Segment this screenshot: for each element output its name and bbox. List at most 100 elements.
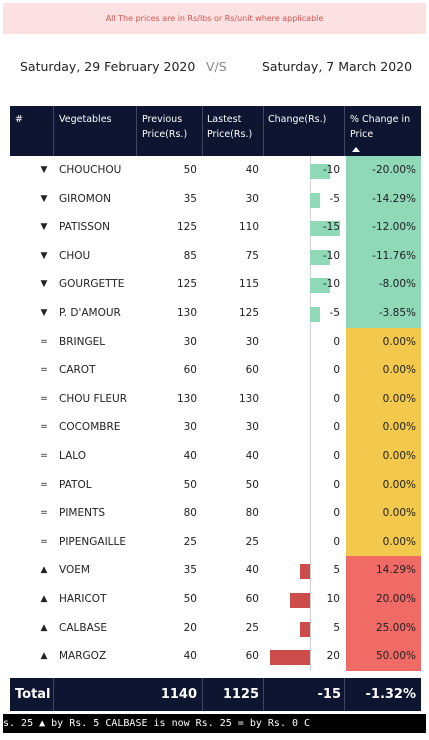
change-value: 10 xyxy=(326,593,340,605)
change-axis xyxy=(310,470,311,500)
change-value: 0 xyxy=(333,364,340,377)
table-row[interactable]: = LALO 40 40 0 0.00% xyxy=(10,442,421,471)
latest-price: 40 xyxy=(245,564,259,577)
table-row[interactable]: = CHOU FLEUR 130 130 0 0.00% xyxy=(10,384,421,414)
latest-price: 60 xyxy=(245,593,259,605)
table-row[interactable]: ▲ VOEM 35 40 5 14.29% xyxy=(10,556,421,585)
header-latest-price[interactable]: Lastest Price(Rs.) xyxy=(207,114,253,140)
change-axis xyxy=(310,556,311,585)
previous-price: 40 xyxy=(183,450,197,462)
change-value: 0 xyxy=(333,478,340,491)
table-row[interactable]: ▲ HARICOT 50 60 10 20.00% xyxy=(10,585,421,614)
previous-price: 125 xyxy=(176,278,197,291)
header-change[interactable]: Change(Rs.) xyxy=(268,114,327,125)
vegetable-name: GIROMON xyxy=(59,192,111,205)
versus-label: V/S xyxy=(206,59,227,74)
change-value: 20 xyxy=(326,650,340,663)
vegetable-name: PATISSON xyxy=(59,221,110,234)
change-bar xyxy=(290,593,310,608)
change-axis xyxy=(310,384,311,414)
equal-icon: = xyxy=(40,393,48,404)
change-axis xyxy=(310,413,311,442)
percent-change: -8.00% xyxy=(346,270,421,299)
change-value: 0 xyxy=(333,335,340,348)
change-value: 0 xyxy=(333,507,340,520)
table-row[interactable]: = CAROT 60 60 0 0.00% xyxy=(10,356,421,385)
change-value: -15 xyxy=(322,221,340,234)
vegetable-name: CHOU FLEUR xyxy=(59,392,128,405)
down-arrow-icon: ▼ xyxy=(40,193,48,204)
table-row[interactable]: ▼ CHOUCHOU 50 40 -10 -20.00% xyxy=(10,156,421,185)
change-value: -5 xyxy=(329,307,340,319)
change-bar xyxy=(270,650,310,666)
change-cell: 0 xyxy=(265,499,341,528)
previous-price: 30 xyxy=(183,421,197,434)
vegetable-name: CHOUCHOU xyxy=(59,164,122,176)
change-cell: 5 xyxy=(265,613,341,643)
vegetable-name: CALBASE xyxy=(59,621,108,634)
percent-change: 0.00% xyxy=(346,470,421,500)
price-unit-notice: All The prices are in Rs/lbs or Rs/unit … xyxy=(3,3,426,34)
previous-price: 80 xyxy=(183,507,197,520)
change-cell: -10 xyxy=(265,270,341,299)
change-axis xyxy=(310,327,311,357)
table-row[interactable]: ▼ GIROMON 35 30 -5 -14.29% xyxy=(10,184,421,214)
latest-price: 40 xyxy=(245,450,259,462)
end-date: Saturday, 7 March 2020 xyxy=(262,59,413,74)
table-row[interactable]: ▲ MARGOZ 40 60 20 50.00% xyxy=(10,642,421,671)
header-previous-price[interactable]: Previous Price(Rs.) xyxy=(142,114,188,140)
change-cell: -15 xyxy=(265,213,341,242)
vegetable-name: COCOMBRE xyxy=(59,421,121,434)
percent-change: -20.00% xyxy=(346,156,421,185)
table-row[interactable]: ▲ CALBASE 20 25 5 25.00% xyxy=(10,613,421,643)
change-value: 5 xyxy=(333,564,340,577)
change-value: -10 xyxy=(322,164,340,176)
table-row[interactable]: = PIMENTS 80 80 0 0.00% xyxy=(10,499,421,528)
down-arrow-icon: ▼ xyxy=(40,222,48,233)
latest-price: 25 xyxy=(245,621,259,634)
latest-price: 115 xyxy=(238,278,259,291)
change-value: -10 xyxy=(322,278,340,291)
percent-change: 25.00% xyxy=(346,613,421,643)
total-latest: 1125 xyxy=(222,687,259,702)
change-axis xyxy=(310,356,311,385)
table-row[interactable]: ▼ CHOU 85 75 -10 -11.76% xyxy=(10,241,421,271)
table-row[interactable]: = PATOL 50 50 0 0.00% xyxy=(10,470,421,500)
change-value: 5 xyxy=(333,621,340,634)
change-cell: 5 xyxy=(265,556,341,585)
previous-price: 130 xyxy=(176,392,197,405)
latest-price: 60 xyxy=(245,364,259,377)
start-date: Saturday, 29 February 2020 xyxy=(20,59,196,74)
table-row[interactable]: = COCOMBRE 30 30 0 0.00% xyxy=(10,413,421,442)
percent-change: 50.00% xyxy=(346,642,421,671)
previous-price: 50 xyxy=(183,478,197,491)
change-axis xyxy=(310,642,311,671)
change-cell: -5 xyxy=(265,299,341,328)
total-previous: 1140 xyxy=(160,687,197,702)
change-cell: 0 xyxy=(265,527,341,557)
percent-change: 0.00% xyxy=(346,442,421,471)
up-arrow-icon: ▲ xyxy=(40,622,48,633)
percent-change: 0.00% xyxy=(346,527,421,557)
previous-price: 30 xyxy=(183,335,197,348)
change-bar xyxy=(310,249,330,265)
header-percent-change[interactable]: % Change in Price xyxy=(350,112,410,156)
change-value: 0 xyxy=(333,450,340,462)
change-bar xyxy=(310,221,340,237)
header-number[interactable]: # xyxy=(15,114,23,125)
equal-icon: = xyxy=(40,336,48,347)
previous-price: 25 xyxy=(183,535,197,548)
vegetable-name: HARICOT xyxy=(59,593,107,605)
table-header: # Vegetables Previous Price(Rs.) Lastest P… xyxy=(10,106,421,156)
table-row[interactable]: ▼ P. D'AMOUR 130 125 -5 -3.85% xyxy=(10,299,421,328)
change-value: 0 xyxy=(333,535,340,548)
table-row[interactable]: = PIPENGAILLE 25 25 0 0.00% xyxy=(10,527,421,557)
table-row[interactable]: ▼ GOURGETTE 125 115 -10 -8.00% xyxy=(10,270,421,299)
percent-change: -12.00% xyxy=(346,213,421,242)
date-comparison: Saturday, 29 February 2020 V/S Saturday,… xyxy=(0,55,429,79)
percent-change: -14.29% xyxy=(346,184,421,214)
table-row[interactable]: ▼ PATISSON 125 110 -15 -12.00% xyxy=(10,213,421,242)
vegetable-name: PATOL xyxy=(59,478,92,491)
table-row[interactable]: = BRINGEL 30 30 0 0.00% xyxy=(10,327,421,357)
header-vegetables[interactable]: Vegetables xyxy=(59,114,112,125)
